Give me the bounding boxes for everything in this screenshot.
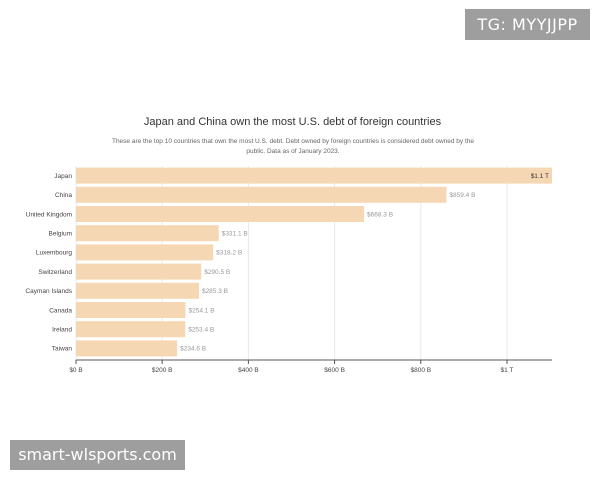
bar-luxembourg [76, 244, 214, 261]
value-label: $254.1 B [189, 307, 215, 314]
x-tick-label: $0 B [69, 367, 82, 374]
x-tick-label: $800 B [410, 367, 431, 374]
value-label: $668.3 B [367, 211, 393, 218]
category-label: Ireland [52, 327, 72, 334]
bar-canada [76, 302, 186, 318]
category-label: Luxembourg [36, 250, 73, 257]
bar-ireland [76, 321, 186, 338]
bar-japan [76, 167, 552, 184]
category-label: China [55, 192, 72, 199]
value-label: $859.4 B [449, 192, 475, 199]
x-tick-label: $200 B [152, 367, 173, 374]
category-label: Switzerland [38, 269, 72, 276]
tg-watermark: TG: MYYJJPP [465, 9, 590, 40]
category-label: Belgium [49, 231, 72, 238]
value-label: $318.2 B [216, 250, 242, 257]
category-label: United Kingdom [26, 211, 72, 218]
value-label: $253.4 B [188, 327, 214, 334]
x-tick-label: $1 T [501, 367, 514, 374]
chart-subtitle: These are the top 10 countries that own … [111, 138, 475, 155]
x-axis: $0 B $200 B $400 B $600 B $800 B $1 T [69, 359, 552, 374]
bar-belgium [76, 225, 219, 242]
x-tick-label: $400 B [238, 367, 259, 374]
bar-cayman-islands [76, 282, 199, 299]
category-label: Canada [49, 307, 72, 314]
category-label: Cayman Islands [25, 288, 72, 295]
bar-taiwan [76, 340, 178, 357]
value-label: $285.3 B [202, 288, 228, 295]
value-label: $331.1 B [222, 231, 248, 238]
chart-title: Japan and China own the most U.S. debt o… [143, 116, 442, 128]
site-watermark: smart-wlsports.com [10, 440, 185, 470]
value-label: $234.6 B [180, 346, 206, 353]
bars [76, 167, 552, 357]
x-tick-label: $600 B [324, 367, 345, 374]
bar-china [76, 186, 447, 203]
value-label: $1.1 T [531, 173, 549, 180]
category-label: Taiwan [52, 346, 73, 353]
category-label: Japan [54, 173, 72, 180]
bar-switzerland [76, 263, 202, 280]
value-label: $290.5 B [204, 269, 230, 276]
labels: Japan $1.1 T China $859.4 B United Kingdom $6… [25, 173, 549, 353]
bar-united-kingdom [76, 206, 365, 222]
